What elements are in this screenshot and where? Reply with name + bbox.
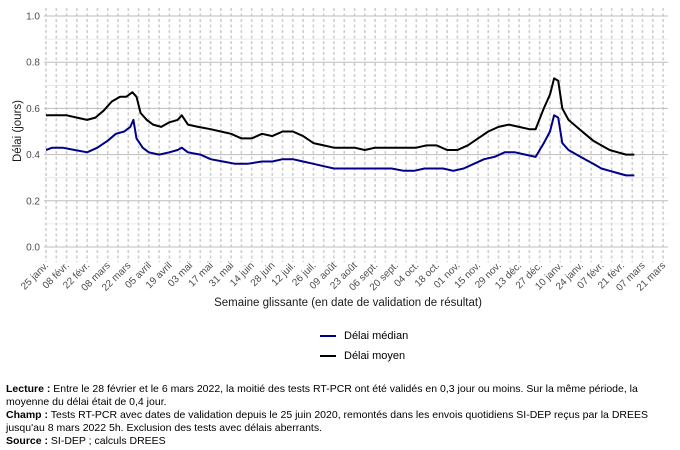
x-axis-title: Semaine glissante (en date de validation… [214,297,482,309]
y-tick-label: 0.4 [26,150,40,161]
grid [44,8,668,262]
legend-label-mean: Délai moyen [344,350,406,362]
series-line-median [45,114,635,177]
note-champ-label: Champ : [6,409,48,421]
chart-notes: Lecture : Entre le 28 février et le 6 ma… [6,383,674,448]
y-tick-labels: 0.0 0.2 0.4 0.6 0.8 1.0 [26,12,40,254]
y-tick-label: 1.0 [26,12,40,23]
y-axis-title: Délai (jours) [12,100,24,162]
note-source-label: Source : [6,435,49,447]
series-lines [45,77,635,177]
note-champ: Champ : Tests RT-PCR avec dates de valid… [6,409,674,435]
legend-swatch-median [320,335,336,337]
y-tick-label: 0.2 [26,196,40,207]
note-source: Source : SI-DEP ; calculs DREES [6,435,674,448]
legend-item-median: Délai médian [320,326,408,346]
legend: Délai médian Délai moyen [320,326,408,366]
legend-swatch-mean [320,355,336,357]
note-champ-text: Tests RT-PCR avec dates de validation de… [6,409,648,434]
y-tick-label: 0.8 [26,58,40,69]
y-tick-label: 0.6 [26,104,40,115]
series-line-mean [46,77,635,156]
legend-item-mean: Délai moyen [320,346,408,366]
legend-label-median: Délai médian [344,330,409,342]
y-tick-label: 0.0 [26,243,40,254]
note-lecture-label: Lecture : [6,383,51,395]
note-source-text: SI-DEP ; calculs DREES [48,435,166,447]
note-lecture: Lecture : Entre le 28 février et le 6 ma… [6,383,674,409]
note-lecture-text: Entre le 28 février et le 6 mars 2022, l… [6,383,638,408]
